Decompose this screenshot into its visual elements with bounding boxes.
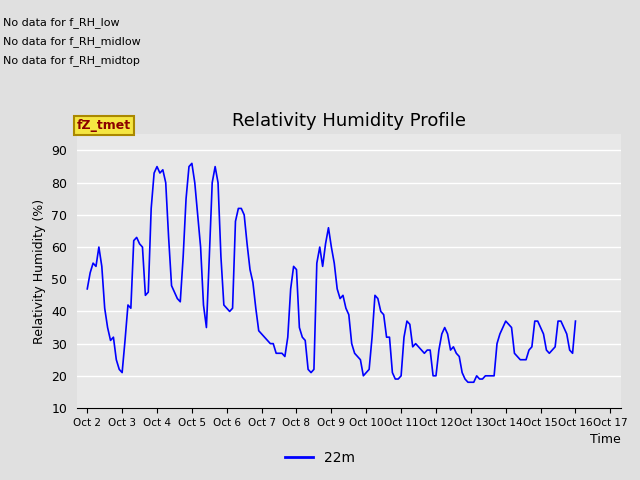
Text: No data for f_RH_midtop: No data for f_RH_midtop (3, 55, 140, 66)
Legend: 22m: 22m (280, 445, 360, 471)
X-axis label: Time: Time (590, 433, 621, 446)
Title: Relativity Humidity Profile: Relativity Humidity Profile (232, 112, 466, 130)
Y-axis label: Relativity Humidity (%): Relativity Humidity (%) (33, 199, 45, 344)
Text: No data for f_RH_midlow: No data for f_RH_midlow (3, 36, 141, 47)
Text: No data for f_RH_low: No data for f_RH_low (3, 17, 120, 28)
Text: fZ_tmet: fZ_tmet (77, 119, 131, 132)
